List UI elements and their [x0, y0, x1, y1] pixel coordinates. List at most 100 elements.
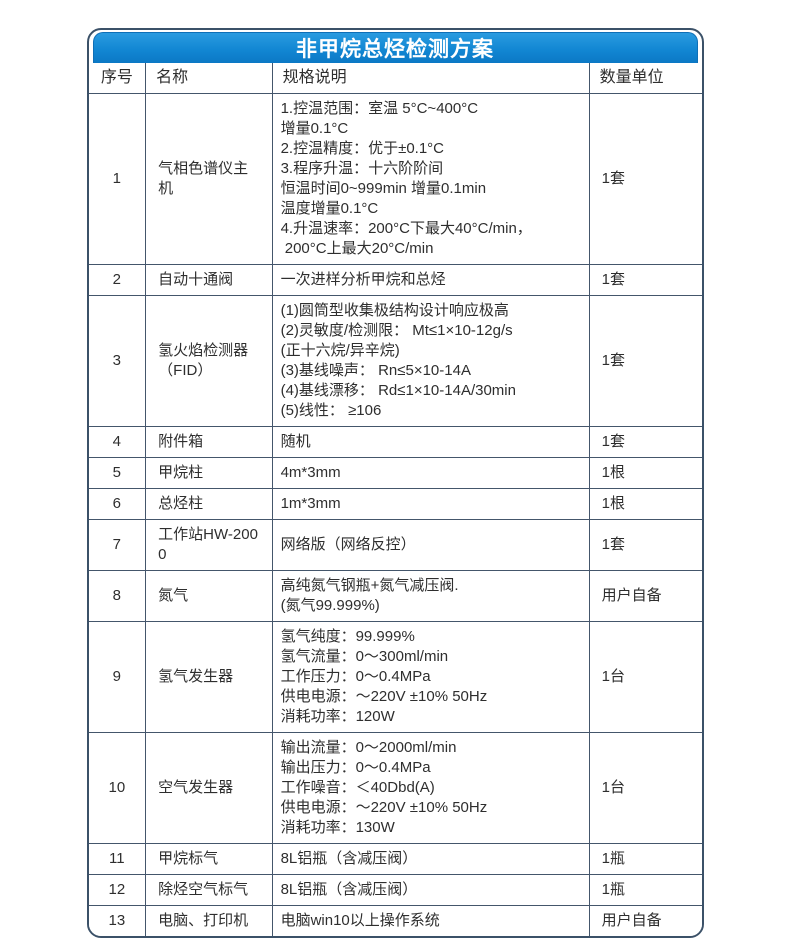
spec-line: 8L铝瓶（含减压阀）	[280, 881, 418, 898]
table-row: 11 甲烷标气 8L铝瓶（含减压阀） 1瓶	[88, 843, 702, 875]
spec-cell: 网络版（网络反控）	[271, 519, 590, 571]
spec-cell: (1)圆筒型收集极结构设计响应极高 (2)灵敏度/检测限： Mt≤1×10-12g…	[271, 295, 590, 427]
name-cell: 甲烷标气	[145, 843, 273, 875]
column-header-no: 序号	[88, 63, 147, 94]
name-cell: 电脑、打印机	[145, 905, 273, 936]
table-body: 1 气相色谱仪主机 1.控温范围：室温 5°C~400°C 增量0.1°C 2.控温精度…	[88, 93, 702, 936]
table-row: 4 附件箱 随机 1套	[88, 426, 702, 458]
no-cell: 1	[88, 93, 147, 265]
no-cell: 7	[88, 519, 147, 571]
name-cell: 甲烷柱	[145, 457, 273, 489]
table-row: 10 空气发生器 输出流量：0～2000ml/min 输出压力：0～0.4MPa 工作噪…	[88, 732, 702, 844]
name-cell: 空气发生器	[145, 732, 273, 844]
name-cell: 氢气发生器	[145, 621, 273, 733]
qty-cell: 1套	[588, 295, 702, 427]
spec-line: 200°C上最大20°C/min	[280, 240, 434, 257]
spec-line: 网络版（网络反控）	[280, 536, 416, 553]
table-row: 1 气相色谱仪主机 1.控温范围：室温 5°C~400°C 增量0.1°C 2.控温精度…	[88, 93, 702, 265]
spec-line: 消耗功率：130W	[280, 819, 395, 836]
qty-cell: 1瓶	[588, 843, 702, 875]
table-row: 8 氮气 高纯氮气钢瓶+氮气减压阀. (氮气99.999%) 用户自备	[88, 570, 702, 622]
qty-cell: 1套	[588, 426, 702, 458]
spec-line: 增量0.1°C	[280, 120, 349, 137]
title-banner: 非甲烷总烃检测方案	[92, 32, 698, 63]
spec-line: 随机	[280, 433, 311, 450]
spec-cell: 一次进样分析甲烷和总烃	[271, 264, 590, 296]
spec-line: 恒温时间0~999min 增量0.1min	[280, 180, 487, 197]
spec-line: 温度增量0.1°C	[280, 200, 379, 217]
spec-table: 序号 名称 规格说明 数量单位 1 气相色谱仪主机 1.控温范围：室温 5°C~400°C…	[88, 63, 702, 936]
qty-cell: 1根	[588, 457, 702, 489]
spec-line: 输出流量：0～2000ml/min	[280, 739, 457, 756]
spec-line: 一次进样分析甲烷和总烃	[280, 271, 446, 288]
header-row: 序号 名称 规格说明 数量单位	[88, 63, 702, 94]
qty-cell: 1套	[588, 93, 702, 265]
spec-line: (1)圆筒型收集极结构设计响应极高	[280, 302, 509, 319]
name-cell: 气相色谱仪主机	[145, 93, 273, 265]
spec-line: 工作噪音：＜40Dbd(A)	[280, 779, 435, 796]
no-cell: 3	[88, 295, 147, 427]
column-header-qty: 数量单位	[588, 63, 702, 94]
no-cell: 8	[88, 570, 147, 622]
no-cell: 6	[88, 488, 147, 520]
table-row: 5 甲烷柱 4m*3mm 1根	[88, 457, 702, 489]
table-row: 13 电脑、打印机 电脑win10以上操作系统 用户自备	[88, 905, 702, 936]
name-cell: 氢火焰检测器（FID）	[145, 295, 273, 427]
spec-cell: 高纯氮气钢瓶+氮气减压阀. (氮气99.999%)	[271, 570, 590, 622]
table-row: 6 总烃柱 1m*3mm 1根	[88, 488, 702, 520]
spec-line: 4m*3mm	[280, 464, 341, 481]
qty-cell: 1套	[588, 264, 702, 296]
spec-line: 输出压力：0～0.4MPa	[280, 759, 431, 776]
spec-line: 2.控温精度：优于±0.1°C	[280, 140, 445, 157]
no-cell: 9	[88, 621, 147, 733]
table-row: 3 氢火焰检测器（FID） (1)圆筒型收集极结构设计响应极高 (2)灵敏度/检测限：…	[88, 295, 702, 427]
qty-cell: 用户自备	[588, 570, 702, 622]
spec-cell: 随机	[271, 426, 590, 458]
table-row: 7 工作站HW-2000 网络版（网络反控） 1套	[88, 519, 702, 571]
name-cell: 总烃柱	[145, 488, 273, 520]
no-cell: 4	[88, 426, 147, 458]
spec-line: 4.升温速率：200°C下最大40°C/min，	[280, 220, 532, 237]
spec-line: 3.程序升温：十六阶阶间	[280, 160, 444, 177]
no-cell: 10	[88, 732, 147, 844]
spec-line: 氢气纯度：99.999%	[280, 628, 415, 645]
spec-cell: 氢气纯度：99.999% 氢气流量：0～300ml/min 工作压力：0～0.4MP…	[271, 621, 590, 733]
table-row: 12 除烃空气标气 8L铝瓶（含减压阀） 1瓶	[88, 874, 702, 906]
page-title: 非甲烷总烃检测方案	[296, 38, 494, 61]
name-cell: 工作站HW-2000	[145, 519, 273, 571]
spec-line: (4)基线漂移： Rd≤1×10-14A/30min	[280, 382, 516, 399]
name-cell: 附件箱	[145, 426, 273, 458]
name-cell: 自动十通阀	[145, 264, 273, 296]
spec-line: 工作压力：0～0.4MPa	[280, 668, 431, 685]
qty-cell: 1瓶	[588, 874, 702, 906]
spec-line: 1m*3mm	[280, 495, 341, 512]
qty-cell: 用户自备	[588, 905, 702, 936]
spec-cell: 输出流量：0～2000ml/min 输出压力：0～0.4MPa 工作噪音：＜40Db…	[271, 732, 590, 844]
spec-line: (2)灵敏度/检测限： Mt≤1×10-12g/s	[280, 322, 513, 339]
spec-line: 供电电源：～220V ±10% 50Hz	[280, 688, 488, 705]
qty-cell: 1台	[588, 621, 702, 733]
table-row: 9 氢气发生器 氢气纯度：99.999% 氢气流量：0～300ml/min 工作压力：0…	[88, 621, 702, 733]
no-cell: 11	[88, 843, 147, 875]
no-cell: 12	[88, 874, 147, 906]
table-row: 2 自动十通阀 一次进样分析甲烷和总烃 1套	[88, 264, 702, 296]
spec-line: 氢气流量：0～300ml/min	[280, 648, 449, 665]
spec-line: 高纯氮气钢瓶+氮气减压阀.	[280, 577, 459, 594]
no-cell: 2	[88, 264, 147, 296]
spec-line: 供电电源：～220V ±10% 50Hz	[280, 799, 488, 816]
spec-line: (5)线性： ≥106	[280, 402, 382, 419]
spec-line: 消耗功率：120W	[280, 708, 395, 725]
column-header-name: 名称	[145, 63, 273, 94]
column-header-spec: 规格说明	[271, 63, 590, 94]
spec-cell: 4m*3mm	[271, 457, 590, 489]
qty-cell: 1根	[588, 488, 702, 520]
spec-card: 非甲烷总烃检测方案 序号 名称 规格说明 数量单位 1 气相色谱仪主机 1.控温范围：室温…	[86, 28, 704, 938]
name-cell: 氮气	[145, 570, 273, 622]
spec-cell: 电脑win10以上操作系统	[271, 905, 590, 936]
name-cell: 除烃空气标气	[145, 874, 273, 906]
no-cell: 5	[88, 457, 147, 489]
spec-cell: 8L铝瓶（含减压阀）	[271, 843, 590, 875]
spec-line: 电脑win10以上操作系统	[280, 912, 440, 929]
spec-line: (正十六烷/异辛烷)	[280, 342, 400, 359]
qty-cell: 1套	[588, 519, 702, 571]
